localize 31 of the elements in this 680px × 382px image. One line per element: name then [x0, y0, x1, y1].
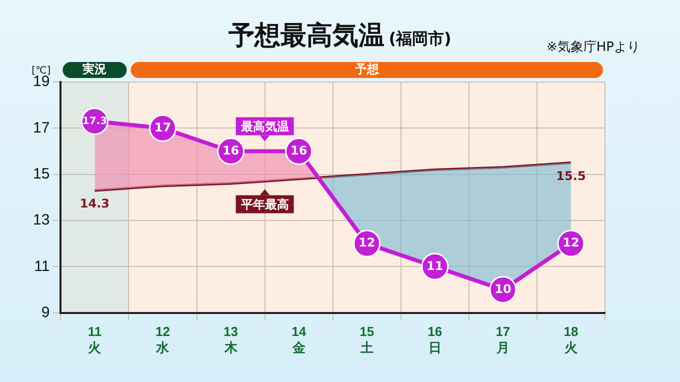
data-label: 11: [426, 258, 444, 273]
y-axis-title: [℃]: [32, 66, 51, 77]
data-label: 12: [358, 236, 376, 250]
band-label: 実況: [82, 62, 107, 76]
data-label: 17.3: [82, 116, 108, 127]
x-tick-label: 13 木: [223, 324, 238, 355]
data-label: 16: [222, 143, 240, 158]
x-tick-label: 15 土: [359, 324, 374, 355]
x-tick-label: 18 火: [563, 324, 578, 355]
y-tick-label: 9: [41, 304, 50, 321]
data-label: 16: [290, 143, 308, 158]
series-label: 最高気温: [240, 119, 289, 134]
y-tick-label: 13: [32, 212, 50, 229]
chart-subtitle: (福岡市): [388, 29, 452, 48]
x-tick-label: 11 火: [87, 324, 102, 355]
data-label: 17: [154, 120, 172, 134]
y-tick-label: 17: [32, 119, 50, 136]
y-tick-label: 11: [34, 258, 50, 275]
data-label: 12: [562, 236, 580, 250]
text: ※気象庁HPより: [546, 39, 640, 56]
data-label: 10: [494, 282, 512, 296]
y-tick-label: 15: [32, 165, 50, 182]
x-tick-label: 14 金: [291, 324, 307, 355]
chart-title: 予想最高気温: [228, 21, 385, 51]
legend-label: 平年最高: [240, 197, 289, 212]
x-tick-label: 12 水: [155, 324, 170, 355]
x-tick-label: 17 月: [495, 324, 510, 355]
x-tick-label: 16 日: [428, 324, 442, 355]
data-label: 14.3: [80, 196, 110, 211]
data-label: 15.5: [556, 168, 586, 183]
band-label: 予想: [354, 62, 380, 76]
